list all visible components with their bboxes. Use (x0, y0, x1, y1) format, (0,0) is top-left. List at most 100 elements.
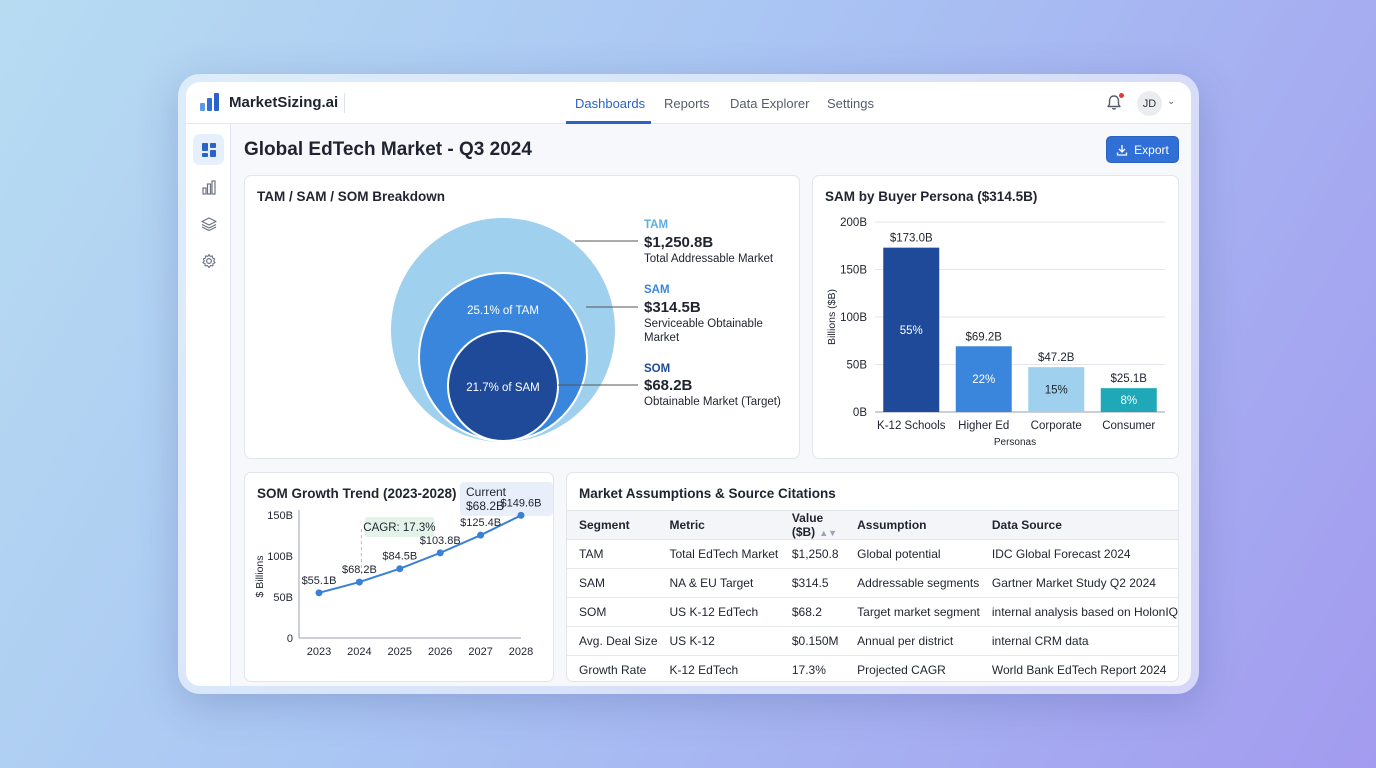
nav-data-explorer[interactable]: Data Explorer (730, 95, 810, 111)
table-row[interactable]: TAM Total EdTech Market $1,250.8 Global pot… (567, 539, 1178, 569)
download-icon (1117, 144, 1128, 156)
sam-value: $314.5B (644, 299, 701, 316)
notification-badge (1119, 93, 1124, 98)
bar-value-label: $25.1B (1111, 373, 1148, 385)
brand-name: MarketSizing.ai (229, 94, 339, 111)
export-label: Export (1134, 142, 1169, 157)
bar (955, 346, 1012, 412)
cell-assumption: Target market segment (845, 597, 980, 627)
bar-chart-icon (201, 179, 216, 195)
x-tick-label: Consumer (1102, 420, 1155, 432)
cagr-annotation-box (364, 517, 435, 537)
column-header-value-label: Value ($B) (791, 511, 824, 539)
point-value-label: $84.5B (382, 551, 417, 563)
cell-assumption: Annual per district (845, 626, 980, 656)
bar-share-label: 8% (1120, 395, 1137, 407)
card-title: TAM / SAM / SOM Breakdown (257, 189, 446, 204)
top-bar: MarketSizing.ai Dashboards Reports Data … (186, 82, 1191, 124)
gear-icon (201, 253, 216, 268)
notification-bell-icon[interactable] (1106, 94, 1122, 111)
sam-desc-line2: Market (644, 332, 680, 344)
som-pct-label: 21.7% of SAM (466, 382, 540, 394)
y-tick-label: 0B (853, 407, 867, 419)
user-avatar[interactable]: JD (1137, 91, 1162, 116)
cell-value: $68.2 (779, 597, 846, 627)
tam-desc: Total Addressable Market (644, 253, 774, 265)
growth-line-chart: 0 50B 100B 150B $ Billions CAGR: 17.3% $55.1B 2… (254, 497, 542, 658)
cagr-annotation: CAGR: 17.3% (363, 522, 435, 534)
x-tick-label: Higher Ed (958, 420, 1009, 432)
chevron-down-icon[interactable]: ⌄ (1167, 96, 1176, 107)
som-label: SOM (644, 363, 670, 375)
table-header-row: Segment Metric Value ($B) ▲▼ Assumption D… (567, 510, 1178, 540)
cell-segment: SOM (567, 597, 658, 627)
y-tick-label: 200B (840, 217, 867, 229)
cell-value: $0.150M (779, 626, 846, 656)
cell-segment: Avg. Deal Size (567, 626, 658, 656)
bar (883, 247, 940, 412)
x-tick-label: 2025 (388, 646, 412, 658)
card-title: SOM Growth Trend (2023-2028) (257, 486, 457, 501)
column-header-assumption[interactable]: Assumption (845, 510, 980, 540)
bar (1100, 388, 1157, 412)
y-tick-label: 50B (847, 360, 868, 372)
cell-assumption: Addressable segments (845, 568, 980, 598)
sidebar-item-analytics[interactable] (193, 171, 224, 202)
column-header-value[interactable]: Value ($B) ▲▼ (779, 510, 846, 540)
current-value-badge: Current $68.2B (460, 482, 553, 516)
cell-source: internal CRM data (979, 626, 1178, 656)
bar-share-label: 22% (972, 374, 995, 386)
point-value-label: $125.4B (460, 517, 501, 529)
sort-icon[interactable]: ▲▼ (819, 528, 838, 538)
table-row[interactable]: SOM US K-12 EdTech $68.2 Target market segm… (567, 597, 1178, 627)
cell-value: 17.3% (779, 655, 846, 681)
bar-value-label: $69.2B (966, 331, 1003, 343)
table-row[interactable]: SAM NA & EU Target $314.5 Addressable segme… (567, 568, 1178, 598)
sidebar (186, 124, 231, 686)
table-row[interactable]: Growth Rate K-12 EdTech 17.3% Projected CAG… (567, 655, 1178, 681)
x-tick-label: K-12 Schools (877, 420, 946, 432)
point-value-label: $149.6B (501, 497, 542, 509)
tam-label: TAM (644, 219, 668, 231)
table-row[interactable]: Avg. Deal Size US K-12 $0.150M Annual per d… (567, 626, 1178, 656)
page-title: Global EdTech Market - Q3 2024 (244, 139, 532, 160)
x-tick-label: 2024 (347, 646, 371, 658)
persona-bar-chart: 0B 50B 100B 150B 200B Billions ($B) $173.0B 55%… (826, 217, 1165, 448)
export-button[interactable]: Export (1106, 136, 1179, 163)
y-axis-label: $ Billions (254, 555, 266, 597)
point-value-label: $68.2B (342, 564, 377, 576)
column-header-segment[interactable]: Segment (567, 510, 658, 540)
dashboard-icon (201, 142, 216, 157)
nav-settings[interactable]: Settings (827, 95, 874, 111)
cell-metric: K-12 EdTech (657, 655, 780, 681)
x-tick-label: 2027 (468, 646, 492, 658)
x-tick-label: 2028 (509, 646, 533, 658)
nav-reports[interactable]: Reports (664, 95, 710, 111)
column-header-metric[interactable]: Metric (657, 510, 780, 540)
nav-active-indicator (566, 121, 651, 124)
card-title: Market Assumptions & Source Citations (579, 486, 836, 501)
x-axis-label: Personas (994, 437, 1036, 448)
data-point (315, 589, 323, 597)
assumptions-table: Segment Metric Value ($B) ▲▼ Assumption D… (567, 510, 1178, 681)
cell-source: Gartner Market Study Q2 2024 (979, 568, 1178, 598)
card-title: SAM by Buyer Persona ($314.5B) (825, 189, 1038, 204)
y-tick-label: 150B (840, 265, 867, 277)
sidebar-item-dashboard[interactable] (193, 134, 224, 165)
bar (1028, 367, 1085, 412)
point-value-label: $55.1B (302, 575, 337, 587)
sam-pct-label: 25.1% of TAM (467, 305, 539, 317)
data-point (396, 565, 404, 573)
som-value: $68.2B (644, 377, 693, 394)
tam-value: $1,250.8B (644, 234, 713, 251)
column-header-source[interactable]: Data Source (979, 510, 1178, 540)
app-window: MarketSizing.ai Dashboards Reports Data … (186, 82, 1191, 686)
nav-dashboards[interactable]: Dashboards (575, 95, 646, 111)
sidebar-item-layers[interactable] (193, 208, 224, 239)
point-value-label: $103.8B (420, 535, 461, 547)
cell-metric: NA & EU Target (657, 568, 780, 598)
cell-source: IDC Global Forecast 2024 (979, 539, 1178, 569)
y-tick-label: 150B (267, 510, 293, 522)
bar-value-label: $173.0B (890, 233, 933, 245)
sidebar-item-settings[interactable] (193, 245, 224, 276)
